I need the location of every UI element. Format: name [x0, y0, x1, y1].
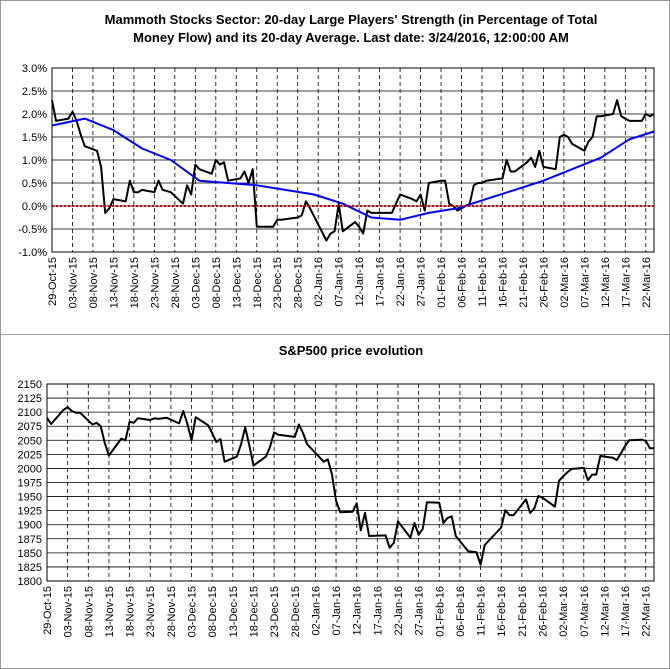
y-tick-label: 2000 — [18, 463, 42, 475]
x-tick-label: 02-Jan-16 — [313, 257, 325, 307]
x-tick-label: 03-Dec-15 — [190, 257, 202, 308]
x-tick-label: 18-Dec-15 — [248, 586, 260, 637]
x-tick-label: 06-Feb-16 — [457, 257, 469, 308]
y-tick-label: 2075 — [18, 421, 42, 433]
x-tick-label: 23-Dec-15 — [272, 257, 284, 308]
x-tick-label: 23-Nov-15 — [149, 257, 161, 308]
x-tick-label: 01-Feb-16 — [434, 586, 446, 637]
x-tick-label: 01-Feb-16 — [436, 257, 448, 308]
x-tick-label: 22-Jan-16 — [393, 586, 405, 636]
y-tick-label: 2050 — [18, 435, 42, 447]
x-tick-label: 12-Mar-16 — [599, 586, 611, 637]
x-tick-label: 22-Mar-16 — [641, 586, 653, 637]
y-tick-label: 2.0% — [22, 109, 47, 121]
y-tick-label: 1850 — [18, 548, 42, 560]
y-tick-label: 3.0% — [22, 63, 47, 75]
x-tick-label: 11-Feb-16 — [476, 586, 488, 636]
x-tick-label: 17-Mar-16 — [620, 257, 632, 308]
chart-0-plot: -1.0% -0.5% 0.0% 0.5% 1.0% 1.5% 2.0% 2.5% 3.0% 29… — [18, 63, 655, 308]
x-tick-label: 07-Mar-16 — [579, 586, 591, 637]
x-tick-label: 27-Jan-16 — [414, 586, 426, 636]
x-tick-label: 07-Jan-16 — [331, 586, 343, 636]
series-line-0 — [46, 406, 654, 566]
sp500-chart-title: S&P500 price evolution — [278, 343, 424, 358]
x-tick-label: 17-Jan-16 — [372, 586, 384, 636]
y-tick-label: 2025 — [18, 449, 42, 461]
x-tick-label: 13-Dec-15 — [231, 257, 243, 308]
x-tick-label: 13-Nov-15 — [108, 257, 120, 308]
x-tick-label: 07-Mar-16 — [579, 257, 591, 308]
plot-area-frame — [51, 67, 655, 253]
x-tick-label: 03-Nov-15 — [63, 586, 75, 637]
sp500-chart-panel: S&P500 price evolution 1800 1825 1850 1875 1… — [0, 334, 670, 669]
x-tick-label: 28-Nov-15 — [166, 586, 178, 637]
x-tick-label: 27-Jan-16 — [416, 257, 428, 307]
x-tick-label: 23-Dec-15 — [269, 586, 281, 637]
strength-chart-title: Mammoth Stocks Sector: 20-day Large Play… — [41, 11, 661, 47]
x-tick-label: 08-Dec-15 — [211, 257, 223, 308]
x-tick-label: 22-Mar-16 — [641, 257, 653, 308]
y-tick-label: 1975 — [18, 478, 42, 490]
x-tick-label: 12-Mar-16 — [600, 257, 612, 308]
y-tick-label: 1925 — [18, 506, 42, 518]
y-tick-label: 2150 — [18, 379, 42, 391]
x-tick-label: 02-Mar-16 — [558, 586, 570, 637]
y-tick-label: -1.0% — [18, 247, 47, 259]
x-tick-label: 13-Dec-15 — [228, 586, 240, 637]
x-tick-label: 02-Mar-16 — [559, 257, 571, 308]
x-tick-label: 08-Dec-15 — [207, 586, 219, 637]
series-line-1 — [51, 117, 655, 221]
sp500-chart-svg: 1800 1825 1850 1875 1900 1925 1950 1975 2000 2025… — [18, 379, 655, 637]
x-tick-label: 12-Jan-16 — [354, 257, 366, 307]
y-tick-label: 2125 — [18, 393, 42, 405]
y-tick-label: 2100 — [18, 407, 42, 419]
y-tick-label: 0.5% — [22, 178, 47, 190]
x-tick-label: 29-Oct-15 — [47, 257, 59, 306]
x-tick-label: 16-Feb-16 — [496, 586, 508, 637]
x-tick-label: 17-Jan-16 — [375, 257, 387, 307]
x-tick-label: 21-Feb-16 — [518, 257, 530, 308]
x-tick-label: 17-Mar-16 — [620, 586, 632, 637]
x-tick-label: 26-Feb-16 — [538, 586, 550, 637]
x-tick-label: 13-Nov-15 — [104, 586, 116, 637]
series-line-0 — [51, 99, 655, 242]
y-tick-label: 1900 — [18, 520, 42, 532]
chart-1-plot: 1800 1825 1850 1875 1900 1925 1950 1975 2000 2025… — [18, 379, 655, 637]
y-tick-label: -0.5% — [18, 224, 47, 236]
y-tick-label: 1950 — [18, 492, 42, 504]
x-tick-label: 18-Dec-15 — [252, 257, 264, 308]
x-tick-label: 22-Jan-16 — [395, 257, 407, 307]
x-tick-label: 23-Nov-15 — [145, 586, 157, 637]
strength-chart-panel: Mammoth Stocks Sector: 20-day Large Play… — [0, 0, 670, 335]
y-tick-label: 1.0% — [22, 155, 47, 167]
x-tick-label: 28-Dec-15 — [293, 257, 305, 308]
x-tick-label: 03-Dec-15 — [187, 586, 199, 637]
y-tick-label: 2.5% — [22, 86, 47, 98]
x-tick-label: 28-Dec-15 — [290, 586, 302, 637]
x-tick-label: 07-Jan-16 — [334, 257, 346, 307]
x-tick-label: 29-Oct-15 — [42, 586, 54, 635]
strength-chart-title-line2: Money Flow) and its 20-day Average. Last… — [133, 30, 569, 45]
x-tick-label: 21-Feb-16 — [517, 586, 529, 637]
x-tick-label: 08-Nov-15 — [88, 257, 100, 308]
plot-area-frame — [46, 383, 655, 582]
strength-chart-svg: -1.0% -0.5% 0.0% 0.5% 1.0% 1.5% 2.0% 2.5% 3.0% 29… — [18, 63, 655, 308]
y-tick-label: 1875 — [18, 534, 42, 546]
x-tick-label: 18-Nov-15 — [125, 586, 137, 637]
y-tick-label: 0.0% — [22, 201, 47, 213]
y-tick-label: 1825 — [18, 562, 42, 574]
x-tick-label: 26-Feb-16 — [538, 257, 550, 308]
strength-chart-title-line1: Mammoth Stocks Sector: 20-day Large Play… — [104, 12, 598, 27]
x-tick-label: 16-Feb-16 — [497, 257, 509, 308]
x-tick-label: 02-Jan-16 — [310, 586, 322, 636]
y-tick-label: 1800 — [18, 576, 42, 588]
x-tick-label: 18-Nov-15 — [129, 257, 141, 308]
y-tick-label: 1.5% — [22, 132, 47, 144]
x-tick-label: 11-Feb-16 — [477, 257, 489, 307]
x-tick-label: 08-Nov-15 — [83, 586, 95, 637]
x-tick-label: 06-Feb-16 — [455, 586, 467, 637]
x-tick-label: 28-Nov-15 — [170, 257, 182, 308]
x-tick-label: 03-Nov-15 — [67, 257, 79, 308]
x-tick-label: 12-Jan-16 — [352, 586, 364, 636]
